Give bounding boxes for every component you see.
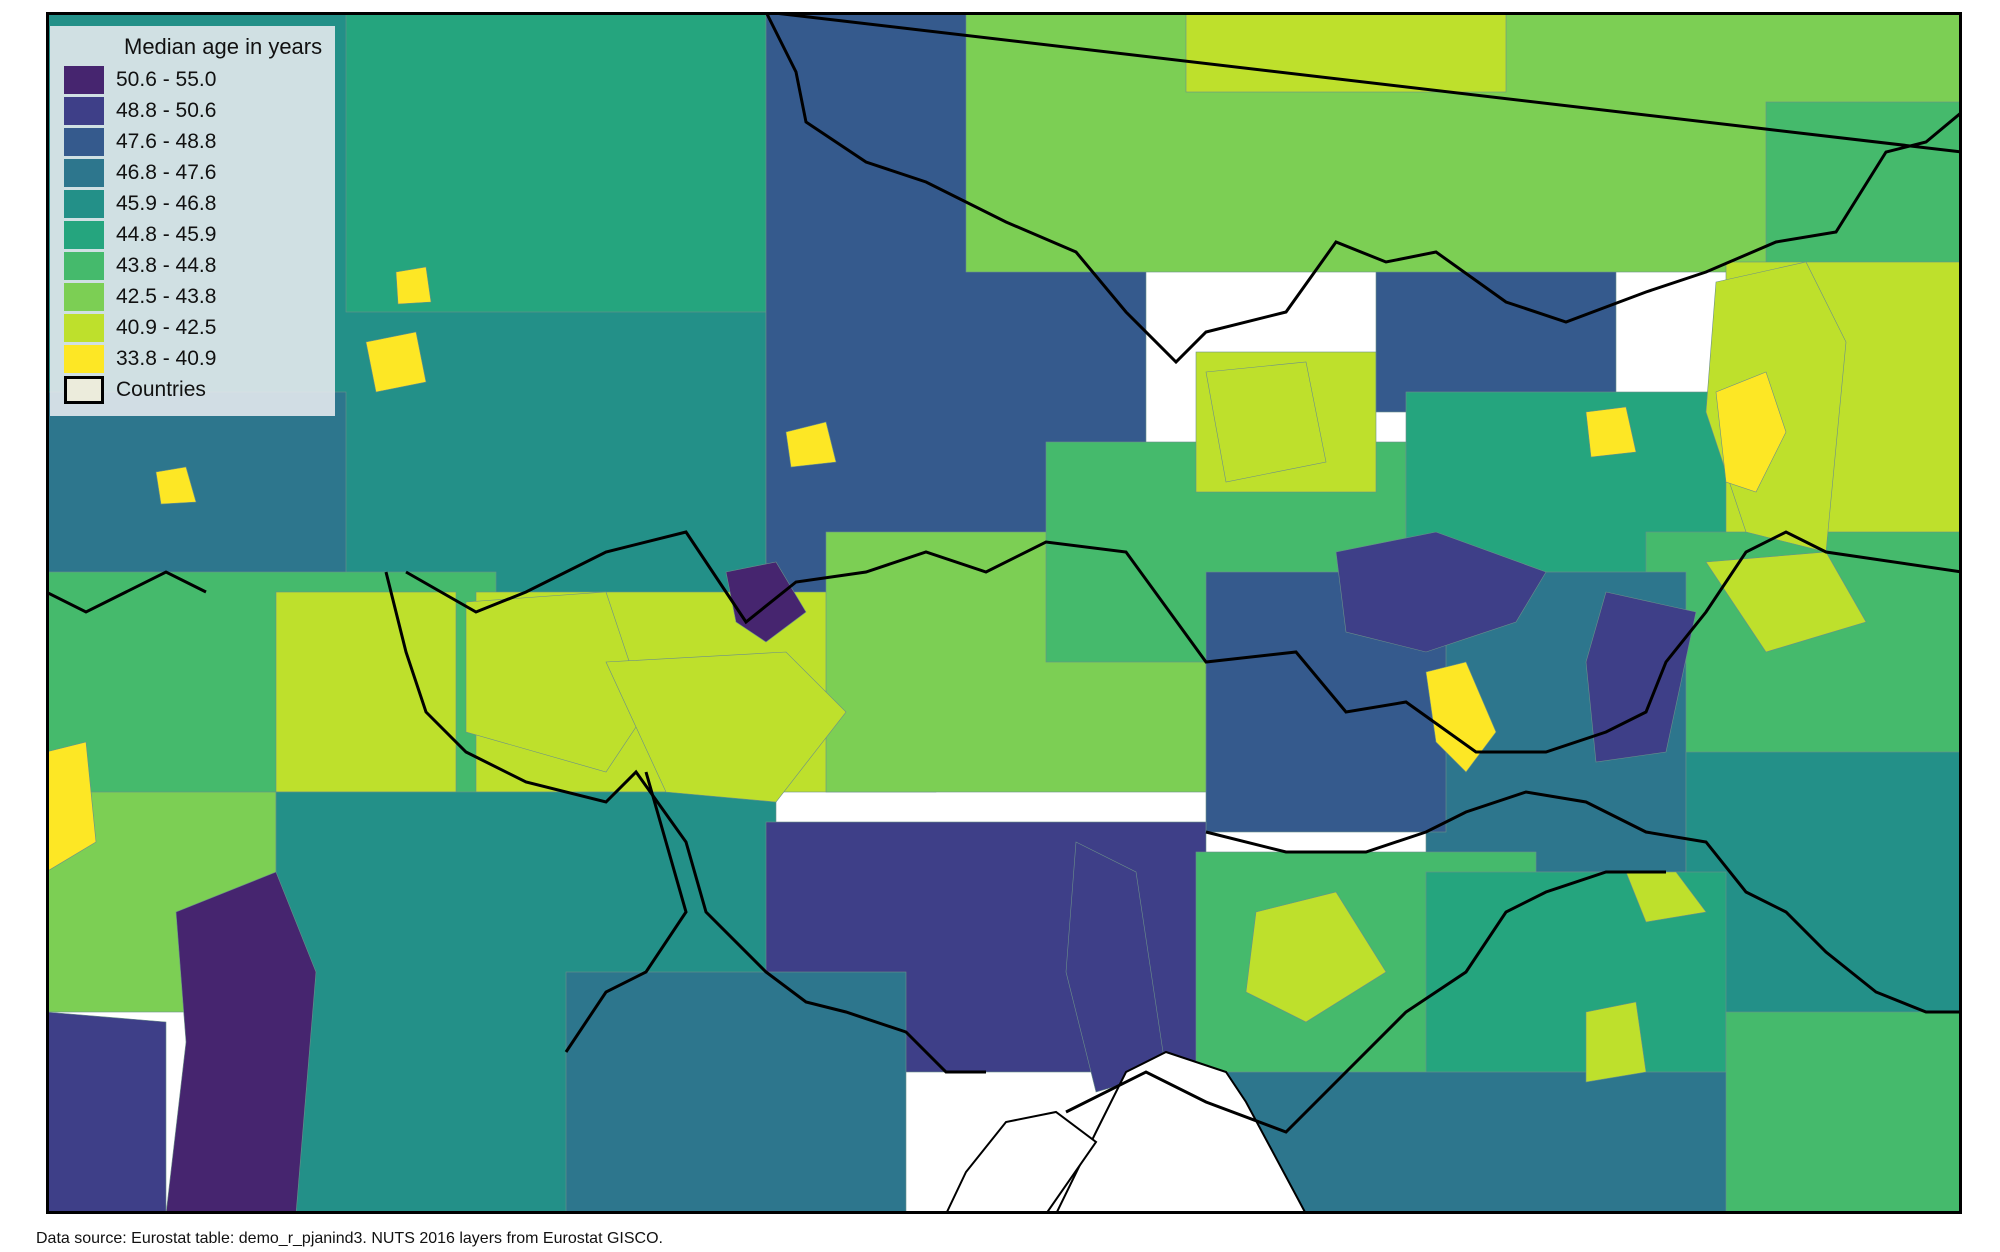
adriatic-sea: [944, 1110, 1098, 1214]
choropleth-map[interactable]: [46, 12, 1962, 1214]
nuts3-region[interactable]: [1715, 371, 1787, 493]
adriatic-sea: [1054, 1050, 1308, 1214]
nuts3-region[interactable]: [46, 741, 97, 873]
nuts3-region[interactable]: [1205, 361, 1327, 483]
legend-label: 47.6 - 48.8: [116, 129, 217, 153]
legend-row: 33.8 - 40.9: [64, 343, 325, 374]
nuts3-region[interactable]: [345, 12, 767, 313]
legend-row-countries: Countries: [64, 374, 325, 405]
nuts3-region[interactable]: [1725, 1011, 1962, 1214]
legend-label: 44.8 - 45.9: [116, 222, 217, 246]
nuts3-region[interactable]: [605, 651, 847, 803]
nuts3-region[interactable]: [275, 591, 457, 793]
nuts3-region[interactable]: [465, 591, 647, 773]
legend-row: 43.8 - 44.8: [64, 250, 325, 281]
legend-label-countries: Countries: [116, 377, 206, 401]
legend-row: 42.5 - 43.8: [64, 281, 325, 312]
legend-swatch: [64, 313, 104, 342]
legend-label: 42.5 - 43.8: [116, 284, 217, 308]
legend-swatch: [64, 251, 104, 280]
nuts3-region[interactable]: [1335, 531, 1547, 653]
legend-swatch-countries: [64, 375, 104, 404]
legend-label: 46.8 - 47.6: [116, 160, 217, 184]
legend-label: 43.8 - 44.8: [116, 253, 217, 277]
legend-row: 47.6 - 48.8: [64, 126, 325, 157]
nuts3-region[interactable]: [1585, 591, 1697, 763]
nuts3-region[interactable]: [1585, 406, 1637, 458]
nuts3-region[interactable]: [1705, 551, 1867, 653]
nuts3-region[interactable]: [395, 266, 432, 305]
nuts3-region[interactable]: [565, 971, 907, 1214]
country-borders: [46, 12, 1962, 1134]
nuts3-region[interactable]: [46, 1011, 167, 1214]
nuts3-region[interactable]: [165, 871, 317, 1214]
map-frame-border: [46, 12, 1962, 1214]
legend-swatch: [64, 220, 104, 249]
nuts3-highlights: [46, 261, 1867, 1214]
map-legend: Median age in years 50.6 - 55.0 48.8 - 50…: [50, 26, 335, 416]
legend-row: 45.9 - 46.8: [64, 188, 325, 219]
legend-swatch: [64, 189, 104, 218]
nuts3-region[interactable]: [1765, 101, 1962, 283]
legend-swatch: [64, 127, 104, 156]
legend-swatch: [64, 65, 104, 94]
legend-label: 40.9 - 42.5: [116, 315, 217, 339]
legend-label: 33.8 - 40.9: [116, 346, 217, 370]
legend-swatch: [64, 344, 104, 373]
nuts3-region[interactable]: [365, 331, 427, 393]
legend-swatch: [64, 282, 104, 311]
legend-classes: 50.6 - 55.0 48.8 - 50.6 47.6 - 48.8 46.8 - …: [64, 64, 325, 374]
legend-title: Median age in years: [124, 34, 323, 59]
legend-row: 40.9 - 42.5: [64, 312, 325, 343]
legend-swatch: [64, 158, 104, 187]
legend-row: 44.8 - 45.9: [64, 219, 325, 250]
map-canvas: [46, 12, 1962, 1214]
legend-row: 48.8 - 50.6: [64, 95, 325, 126]
legend-label: 48.8 - 50.6: [116, 98, 217, 122]
legend-row: 46.8 - 47.6: [64, 157, 325, 188]
legend-label: 50.6 - 55.0: [116, 67, 217, 91]
legend-swatch: [64, 96, 104, 125]
nuts3-region[interactable]: [155, 466, 197, 505]
nuts3-region[interactable]: [1585, 1001, 1647, 1083]
nuts3-region[interactable]: [785, 421, 837, 468]
data-source-note: Data source: Eurostat table: demo_r_pjan…: [36, 1230, 663, 1247]
nuts3-region[interactable]: [1685, 751, 1962, 1033]
legend-label: 45.9 - 46.8: [116, 191, 217, 215]
nuts3-region[interactable]: [1245, 891, 1387, 1023]
legend-row: 50.6 - 55.0: [64, 64, 325, 95]
